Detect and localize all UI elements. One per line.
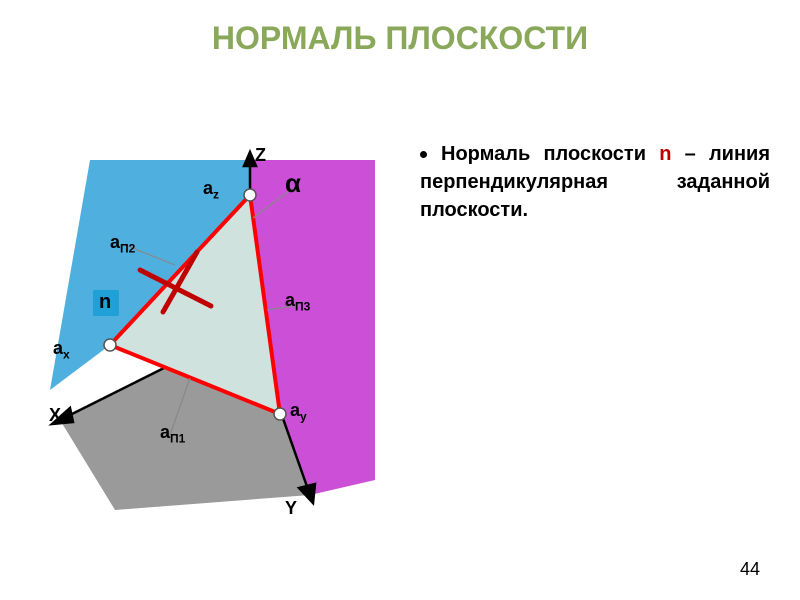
label-ap1-text: a	[160, 422, 170, 442]
label-axis-z: Z	[255, 145, 266, 166]
label-n: n	[99, 291, 111, 314]
definition-bullet: Нормаль плоскости n – линия перпендикуля…	[420, 140, 770, 224]
label-ax-sub: x	[63, 348, 70, 362]
label-az-text: a	[203, 178, 213, 198]
label-alpha: α	[285, 168, 301, 199]
dot-az	[244, 189, 256, 201]
label-ap3: aП3	[285, 290, 310, 314]
label-ap2: aП2	[110, 232, 135, 256]
label-ap2-text: a	[110, 232, 120, 252]
page-title: НОРМАЛЬ ПЛОСКОСТИ	[0, 20, 800, 57]
label-ax-text: a	[53, 338, 63, 358]
label-ap3-sub: П3	[295, 300, 310, 314]
label-ap3-text: a	[285, 290, 295, 310]
page-number: 44	[740, 559, 760, 580]
label-ap1-sub: П1	[170, 432, 185, 446]
dot-ax	[104, 339, 116, 351]
label-az-sub: z	[213, 188, 219, 202]
label-az: az	[203, 178, 219, 202]
label-ap2-sub: П2	[120, 242, 135, 256]
bullet-pre: Нормаль плоскости	[441, 143, 659, 165]
label-ay-sub: y	[300, 410, 307, 424]
label-axis-y: Y	[285, 498, 297, 519]
label-ay-text: a	[290, 400, 300, 420]
bullet-dot	[420, 151, 427, 158]
label-ax: ax	[53, 338, 70, 362]
title-text: НОРМАЛЬ ПЛОСКОСТИ	[212, 20, 588, 56]
label-ap1: aП1	[160, 422, 185, 446]
bullet-n: n	[659, 143, 671, 165]
diagram-container: Z X Y az ax ay aП1 aП2 aП3 α n	[55, 150, 395, 510]
label-ay: ay	[290, 400, 307, 424]
dot-ay	[274, 408, 286, 420]
diagram-svg	[55, 150, 395, 510]
label-axis-x: X	[49, 405, 61, 426]
